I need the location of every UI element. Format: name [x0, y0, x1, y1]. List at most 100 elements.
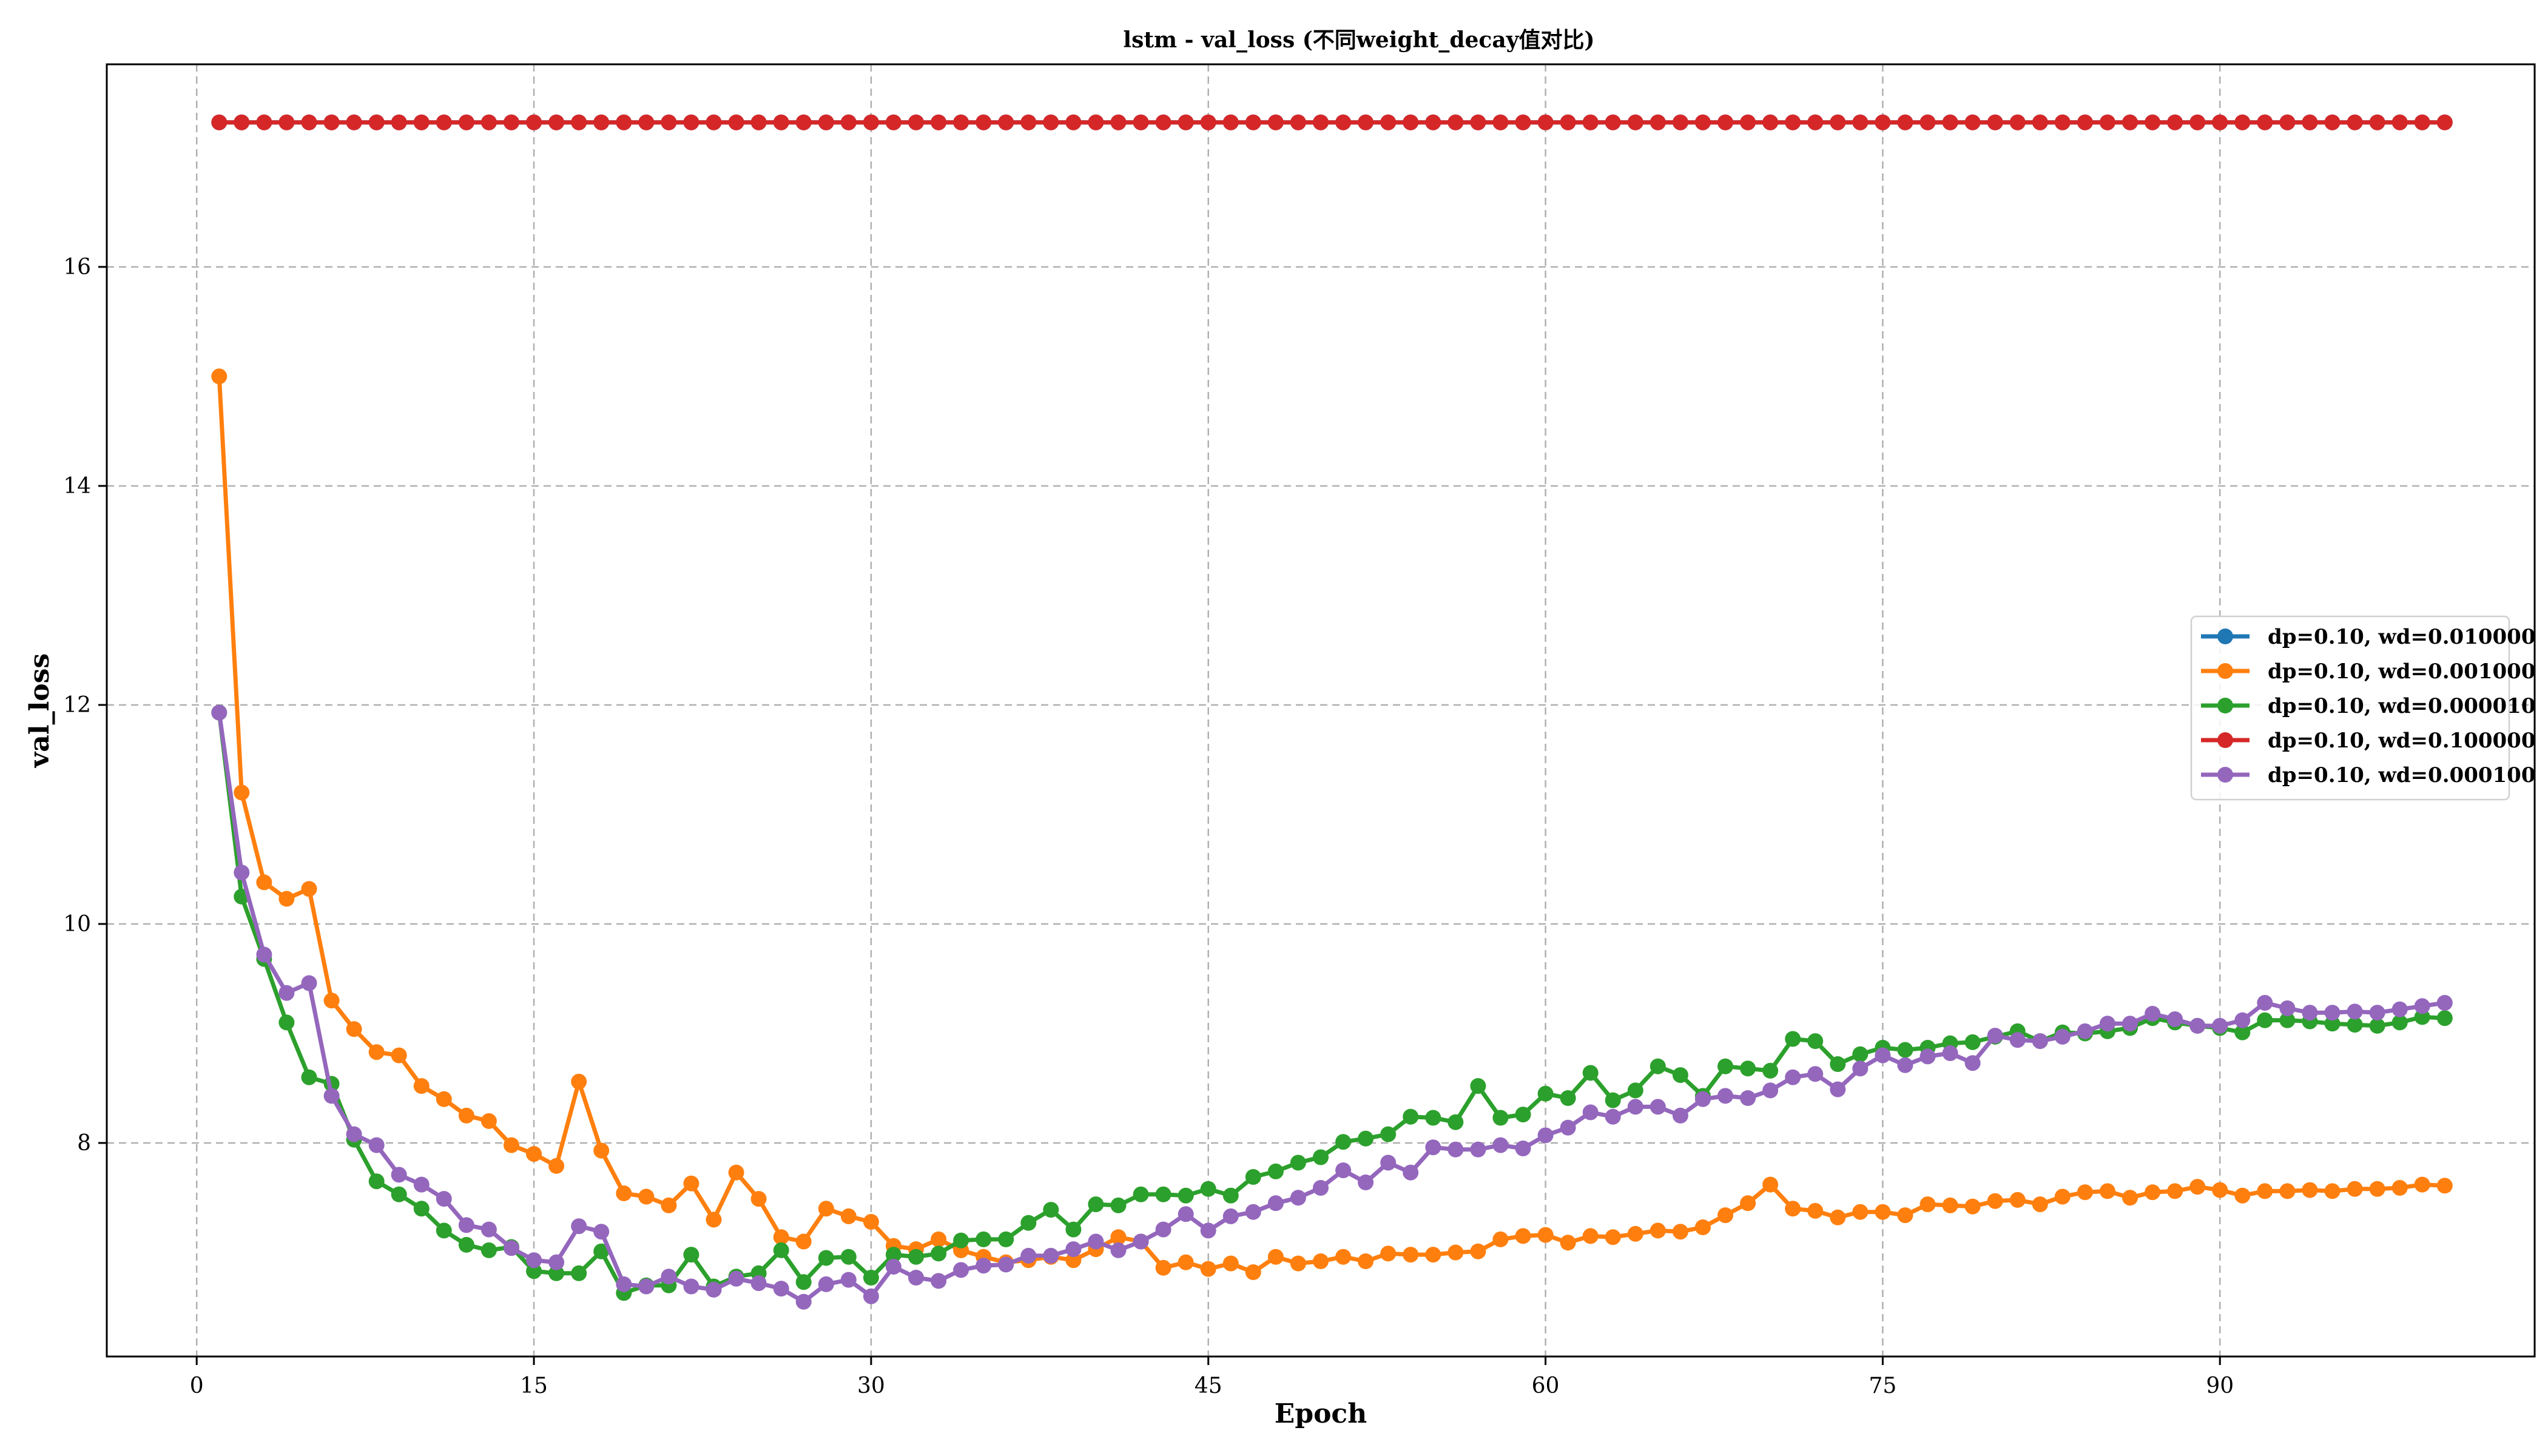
data-point	[1380, 1154, 1397, 1171]
data-point	[2122, 1190, 2138, 1206]
data-point	[818, 1276, 834, 1292]
data-point	[346, 1126, 362, 1142]
data-point	[458, 114, 474, 130]
data-point	[953, 114, 969, 130]
data-point	[2369, 1005, 2385, 1021]
data-point	[571, 114, 587, 130]
data-point	[1043, 114, 1059, 130]
data-point	[1964, 1055, 1981, 1071]
data-point	[840, 1208, 857, 1224]
data-point	[2032, 1033, 2048, 1050]
data-point	[413, 1201, 430, 1217]
data-point	[2032, 1196, 2048, 1213]
data-point	[1785, 1031, 1801, 1047]
data-point	[256, 874, 272, 891]
data-point	[1605, 114, 1621, 130]
data-point	[2009, 114, 2026, 130]
data-point	[1110, 114, 1127, 130]
data-point	[2257, 1012, 2273, 1028]
data-point	[1222, 1208, 1239, 1224]
data-point	[795, 1293, 812, 1310]
data-point	[2145, 1184, 2161, 1201]
data-point	[2302, 114, 2318, 130]
data-point	[840, 114, 857, 130]
data-point	[458, 1236, 474, 1253]
data-point	[1313, 114, 1329, 130]
data-point	[1875, 1047, 1891, 1063]
data-point	[1267, 1249, 1284, 1265]
data-point	[1740, 1090, 1756, 1106]
data-point	[2369, 1017, 2385, 1034]
data-point	[1313, 1149, 1329, 1165]
data-point	[301, 114, 317, 130]
data-point	[593, 1243, 610, 1259]
y-tick-label: 14	[63, 474, 91, 499]
x-tick-label: 45	[1195, 1373, 1222, 1398]
data-point	[818, 1250, 834, 1266]
data-point	[2212, 1182, 2228, 1198]
data-point	[1627, 1082, 1643, 1099]
data-point	[480, 114, 497, 130]
data-point	[1222, 1255, 1239, 1272]
data-point	[1020, 1215, 1037, 1231]
series-line	[217, 712, 2445, 1304]
data-point	[683, 1247, 699, 1263]
data-point	[1807, 114, 1824, 130]
data-point	[1807, 1202, 1824, 1219]
data-point	[1605, 1229, 1621, 1245]
x-tick-label: 75	[1869, 1373, 1896, 1398]
data-point	[2347, 1181, 2363, 1197]
data-point	[1582, 114, 1599, 130]
data-point	[1942, 114, 1958, 130]
data-point	[728, 1270, 744, 1287]
data-point	[2032, 114, 2048, 130]
data-point	[1852, 1046, 1869, 1062]
data-point	[773, 114, 789, 130]
data-point	[616, 114, 632, 130]
data-point	[1762, 1062, 1779, 1079]
data-point	[1672, 114, 1688, 130]
data-point	[1200, 1261, 1216, 1277]
data-point	[1672, 1224, 1688, 1240]
data-point	[2279, 114, 2296, 130]
data-point	[2369, 1181, 2385, 1197]
data-point	[908, 114, 924, 130]
y-axis-label: val_loss	[24, 653, 55, 768]
data-point	[2279, 1000, 2296, 1016]
data-point	[885, 1259, 902, 1275]
data-point	[1313, 1180, 1329, 1196]
legend-marker	[2217, 663, 2233, 679]
data-point	[548, 1254, 565, 1270]
y-tick-label: 12	[63, 693, 91, 718]
data-point	[526, 1146, 542, 1162]
data-point	[2347, 1017, 2363, 1033]
data-point	[2257, 114, 2273, 130]
data-point	[2436, 114, 2453, 130]
data-point	[1358, 1253, 1374, 1269]
data-point	[1515, 114, 1531, 130]
data-point	[1403, 1247, 1419, 1263]
data-point	[1582, 1065, 1599, 1081]
data-point	[1717, 114, 1733, 130]
data-point	[1650, 1099, 1666, 1115]
data-point	[391, 1186, 407, 1202]
data-point	[211, 368, 228, 385]
data-point	[1267, 1163, 1284, 1179]
data-point	[548, 1265, 565, 1281]
data-point	[1717, 1058, 1733, 1074]
data-point	[2099, 1016, 2115, 1032]
data-point	[773, 1229, 789, 1245]
data-point	[1694, 114, 1711, 130]
data-point	[346, 1021, 362, 1037]
data-point	[795, 1233, 812, 1250]
data-point	[2414, 1176, 2430, 1193]
data-point	[638, 1188, 655, 1205]
data-point	[1919, 114, 1936, 130]
data-point	[1582, 1104, 1599, 1121]
data-point	[998, 114, 1014, 130]
data-point	[368, 1137, 385, 1153]
data-point	[1448, 1244, 1464, 1261]
data-point	[1740, 1060, 1756, 1077]
data-point	[683, 114, 699, 130]
data-point	[2167, 1183, 2183, 1199]
